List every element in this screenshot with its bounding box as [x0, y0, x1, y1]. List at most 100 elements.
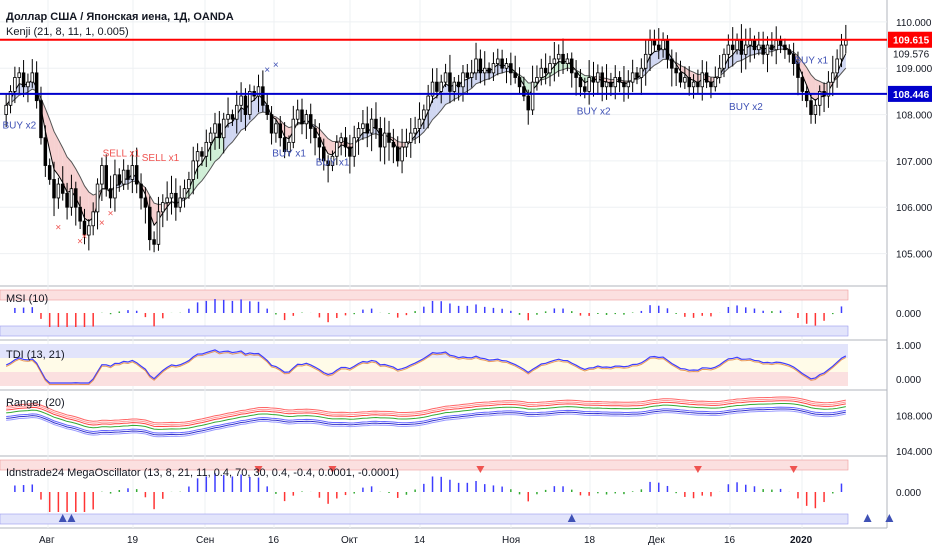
ma-fill [650, 51, 655, 69]
candle-body [530, 81, 535, 111]
candle-body [674, 67, 678, 74]
candle-body [239, 95, 243, 106]
price-tick-label: 105.000 [896, 250, 932, 261]
candle-body [448, 72, 452, 92]
candle-body [417, 118, 422, 129]
tdi-lower-zone [0, 372, 848, 386]
candle-body [596, 72, 600, 83]
candle-body [657, 44, 661, 51]
candle-body [726, 44, 731, 55]
candle-body [569, 58, 574, 74]
resistance-tag [888, 31, 932, 48]
candle-body [739, 40, 744, 55]
ma-fill [654, 50, 659, 66]
candle-body [326, 160, 330, 166]
candle-body [765, 44, 770, 55]
candle-body [382, 132, 387, 148]
candle-body [522, 86, 526, 97]
candle-body [482, 67, 487, 74]
candle-body [604, 81, 609, 88]
time-tick-label: 19 [127, 535, 139, 546]
signal-marker: × [108, 209, 114, 220]
candle-body [34, 72, 39, 102]
candle-body [778, 40, 783, 46]
candle-body [757, 44, 761, 51]
signal-marker: × [81, 232, 87, 243]
candle-body [691, 81, 696, 88]
candle-body [343, 137, 348, 148]
panel-ranger-tick: 108.000 [896, 411, 932, 422]
candle-body [39, 100, 43, 139]
resistance-tag-label: 109.615 [893, 36, 930, 47]
candle-body [204, 141, 209, 157]
candle-body [583, 86, 587, 92]
candle-body [456, 81, 461, 88]
ranger-band-line [6, 408, 846, 436]
candle-body [295, 109, 300, 120]
ma-fill [215, 137, 220, 162]
lower-band [0, 513, 849, 525]
ma-fill [693, 72, 698, 83]
candle-body [139, 183, 143, 199]
candle-body [722, 53, 726, 69]
candle-body [409, 132, 413, 143]
candle-body [74, 188, 78, 208]
last-price-label: 109.576 [893, 50, 930, 61]
candle-body [274, 123, 278, 134]
candle-body [565, 58, 570, 65]
candle-body [304, 114, 309, 125]
candle-body [831, 72, 835, 83]
time-tick-label: 2020 [790, 535, 813, 546]
candle-body [839, 44, 844, 60]
sell-arrow-marker [789, 466, 798, 473]
candle-body [400, 146, 404, 162]
candle-body [187, 179, 191, 190]
candle-body [539, 67, 544, 78]
signal-marker: × [55, 222, 61, 233]
signal-marker: × [77, 236, 83, 247]
ma-fill [197, 163, 202, 186]
candle-body [774, 40, 778, 51]
candle-body [161, 202, 165, 213]
candle-body [587, 77, 591, 92]
candle-body [30, 72, 35, 83]
sell-arrow-marker [476, 466, 485, 473]
panel-tdi-tick: 1.000 [896, 341, 921, 352]
chart-title: Доллар США / Японская иена, 1Д, OANDA [6, 11, 234, 23]
candle-body [526, 95, 530, 111]
buy-signal-label: BUY x2 [3, 120, 37, 131]
buy-signal-label: BUY x2 [729, 102, 763, 113]
candle-body [100, 165, 104, 185]
ma-fill [284, 124, 289, 139]
candle-body [265, 104, 269, 115]
price-tick-label: 107.000 [896, 157, 932, 168]
candle-body [661, 40, 665, 51]
candle-body [169, 192, 174, 199]
candle-body [652, 40, 657, 46]
ma-fill [27, 79, 33, 93]
candle-body [52, 179, 56, 199]
candle-body [21, 72, 26, 88]
candle-body [256, 86, 261, 97]
candle-body [291, 118, 296, 143]
buy-signal-label: BUY x1 [272, 148, 306, 159]
panel-tdi-title: TDI (13, 21) [6, 349, 65, 361]
candle-body [226, 114, 230, 120]
candle-body [208, 132, 213, 143]
signal-marker: × [264, 65, 270, 76]
candle-body [182, 188, 187, 199]
candle-body [156, 211, 161, 245]
ranger-band-line [6, 410, 846, 438]
candle-body [130, 165, 135, 180]
ma-fill [45, 108, 50, 151]
candle-body [443, 72, 448, 83]
candle-body [626, 81, 631, 88]
sell-signal-label: SELL x1 [142, 153, 180, 164]
candle-body [700, 72, 705, 88]
candle-body [504, 63, 509, 69]
candle-body [165, 197, 169, 203]
tdi-mid-zone [0, 358, 848, 372]
lower-band [0, 325, 849, 337]
candle-body [474, 58, 478, 74]
tdi-signal-line [5, 350, 847, 385]
